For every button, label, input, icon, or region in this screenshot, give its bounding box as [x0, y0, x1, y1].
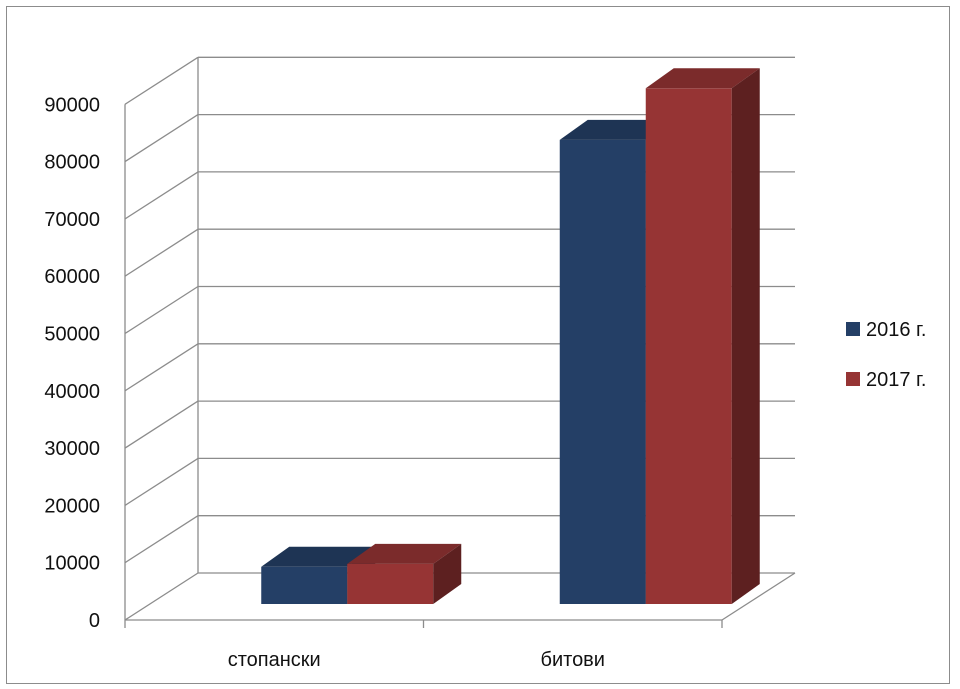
gridline-depth — [124, 285, 199, 335]
gridline-depth — [124, 515, 199, 564]
category-label: битови — [541, 649, 605, 671]
y-tick-label: 0 — [89, 610, 100, 632]
bar-front — [261, 566, 348, 604]
bar-top — [261, 546, 376, 567]
legend-swatch — [846, 372, 860, 386]
bar-top — [645, 68, 760, 89]
bar-side — [433, 543, 462, 604]
bar-series — [261, 68, 760, 605]
gridline-depth — [124, 400, 199, 449]
y-tick-label: 20000 — [44, 495, 100, 517]
legend-swatch — [846, 322, 860, 336]
bar-top — [347, 543, 462, 564]
floor-edge — [721, 572, 796, 621]
gridline-depth — [124, 572, 199, 621]
gridline-depth — [124, 56, 199, 105]
y-tick-label: 60000 — [44, 266, 100, 288]
chart-frame — [6, 6, 950, 684]
gridline-depth — [124, 343, 199, 392]
gridline-depth — [124, 114, 199, 163]
y-tick-label: 50000 — [44, 324, 100, 346]
y-tick-label: 70000 — [44, 209, 100, 231]
bar-front — [559, 139, 646, 604]
category-label: стопански — [228, 649, 321, 671]
y-axis-ticks: 0 10000 20000 30000 40000 50000 60000 70000 8000… — [44, 94, 100, 632]
bar — [347, 543, 462, 604]
bar-front — [347, 563, 434, 604]
gridline-depth — [124, 171, 199, 220]
x-axis: стопански битови — [124, 619, 723, 671]
legend-label: 2016 г. — [866, 319, 926, 341]
gridline-depth — [124, 228, 199, 277]
bar-top — [559, 119, 674, 140]
gridline-depth — [124, 457, 199, 506]
bar-side — [731, 68, 760, 605]
y-tick-label: 80000 — [44, 152, 100, 174]
y-tick-label: 30000 — [44, 438, 100, 460]
bar — [645, 68, 760, 605]
y-tick-label: 40000 — [44, 381, 100, 403]
bar-front — [645, 88, 732, 605]
y-tick-label: 90000 — [44, 94, 100, 116]
legend-label: 2017 г. — [866, 369, 926, 391]
legend: 2016 г. 2017 г. — [846, 319, 926, 391]
y-tick-label: 10000 — [44, 553, 100, 575]
